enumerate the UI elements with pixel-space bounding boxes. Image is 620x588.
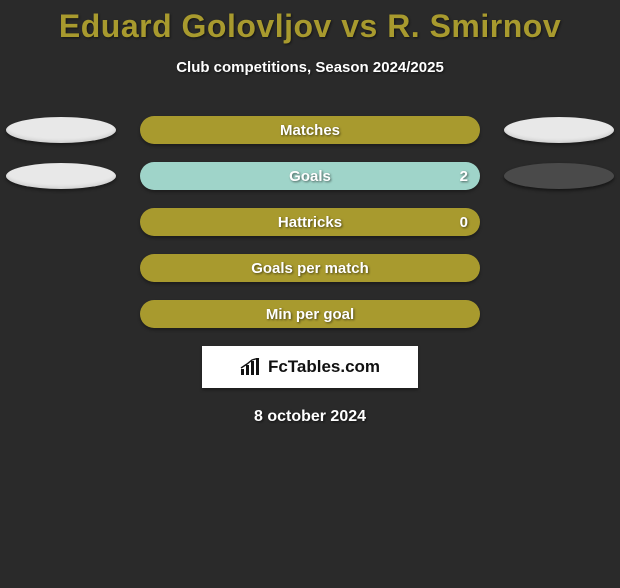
stat-row: Min per goal — [0, 300, 620, 328]
right-value-ellipse — [504, 163, 614, 189]
stat-value: 2 — [460, 168, 468, 185]
stat-bar-goals-per-match: Goals per match — [140, 254, 480, 282]
stat-value: 0 — [460, 214, 468, 231]
page-title: Eduard Golovljov vs R. Smirnov — [0, 8, 620, 45]
comparison-bars: Matches Goals 2 Hattricks 0 Goals per ma… — [0, 116, 620, 328]
attribution-text: FcTables.com — [268, 357, 380, 377]
attribution-badge: FcTables.com — [202, 346, 418, 388]
left-value-ellipse — [6, 163, 116, 189]
footer-date: 8 october 2024 — [0, 408, 620, 426]
stat-bar-matches: Matches — [140, 116, 480, 144]
stat-bar-min-per-goal: Min per goal — [140, 300, 480, 328]
stat-bar-hattricks: Hattricks 0 — [140, 208, 480, 236]
stat-label: Goals — [289, 168, 331, 185]
stat-label: Matches — [280, 122, 340, 139]
stat-label: Hattricks — [278, 214, 342, 231]
stat-bar-goals: Goals 2 — [140, 162, 480, 190]
page-subtitle: Club competitions, Season 2024/2025 — [0, 59, 620, 76]
right-value-ellipse — [504, 117, 614, 143]
stat-row: Hattricks 0 — [0, 208, 620, 236]
stat-label: Min per goal — [266, 306, 354, 323]
left-value-ellipse — [6, 117, 116, 143]
stat-row: Goals 2 — [0, 162, 620, 190]
stat-label: Goals per match — [251, 260, 369, 277]
bar-chart-icon — [240, 358, 262, 376]
stat-row: Matches — [0, 116, 620, 144]
stat-row: Goals per match — [0, 254, 620, 282]
